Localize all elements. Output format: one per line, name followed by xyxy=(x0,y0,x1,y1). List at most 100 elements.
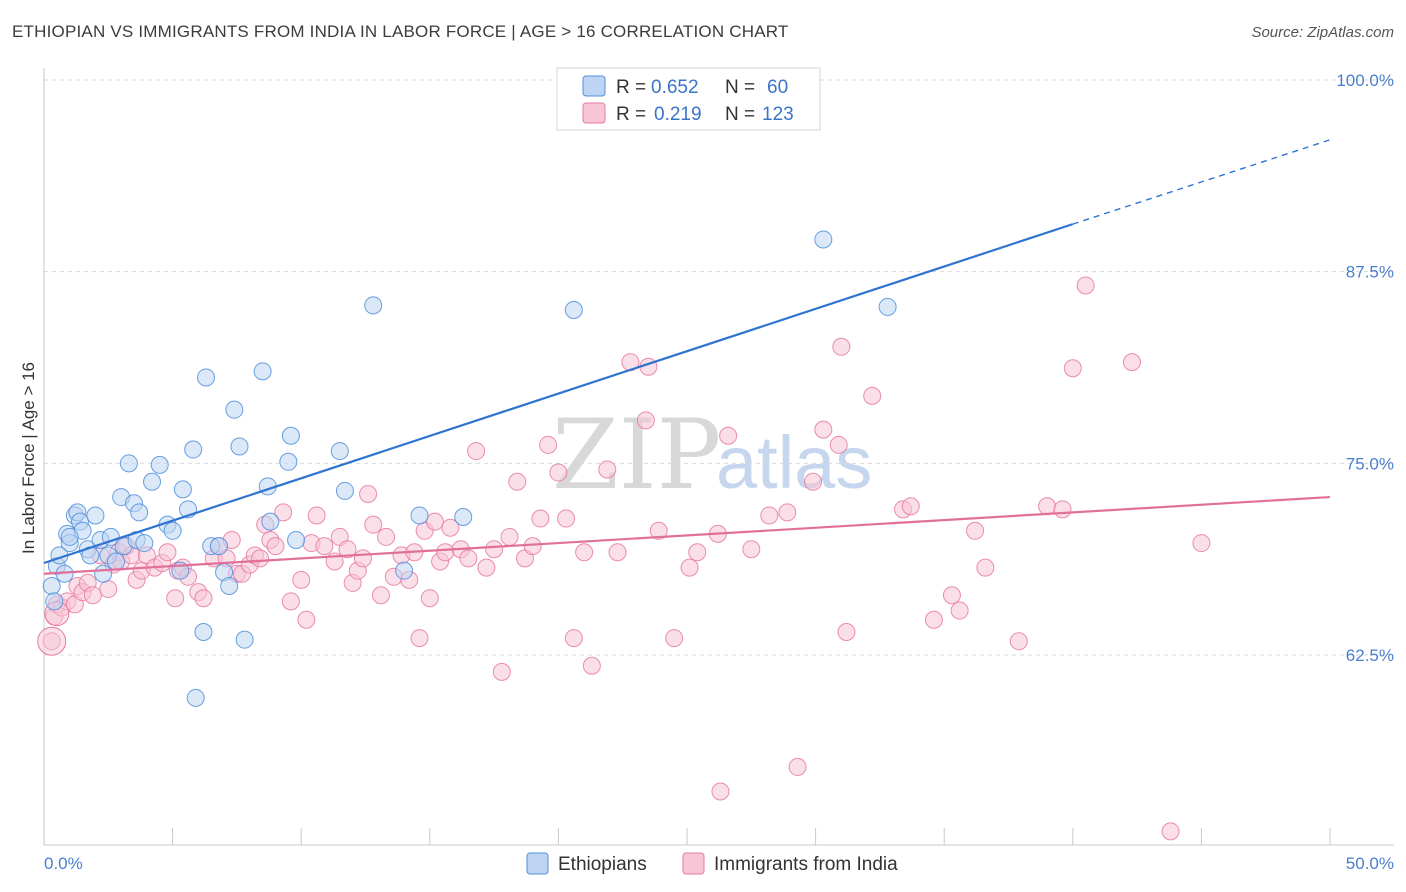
india-point xyxy=(1053,500,1072,519)
india-point xyxy=(1192,534,1211,553)
legend-r-value-1: 0.652 xyxy=(651,77,699,98)
legend-r-label-1: R = xyxy=(616,77,646,98)
india-point xyxy=(410,629,429,648)
ethiopian-point xyxy=(119,454,138,473)
ethiopian-point xyxy=(60,527,79,546)
bottom-legend: Ethiopians Immigrants from India xyxy=(526,852,898,875)
india-point xyxy=(281,592,300,611)
india-point xyxy=(459,549,478,568)
india-point xyxy=(523,537,542,556)
india-point xyxy=(814,420,833,439)
india-point xyxy=(251,549,270,568)
x-ticks xyxy=(43,828,1331,845)
ethiopian-point xyxy=(101,527,120,546)
india-point xyxy=(500,527,519,546)
india-point xyxy=(778,503,797,522)
y-tick-label: 87.5% xyxy=(1346,263,1394,282)
chart-title: ETHIOPIAN VS IMMIGRANTS FROM INDIA IN LA… xyxy=(12,22,789,41)
ethiopian-point xyxy=(814,230,833,249)
india-point xyxy=(1076,276,1095,295)
india-point xyxy=(359,485,378,503)
india-point xyxy=(950,601,969,620)
india-point xyxy=(377,527,396,546)
india-point xyxy=(564,629,583,648)
axes xyxy=(43,68,1394,846)
india-point xyxy=(829,435,848,454)
ethiopian-point xyxy=(184,440,203,459)
india-point xyxy=(760,506,779,525)
legend-swatch-ethiopians xyxy=(582,75,606,97)
india-point xyxy=(166,589,185,608)
ethiopian-point xyxy=(410,506,429,525)
india-point xyxy=(976,558,995,577)
india-point xyxy=(425,512,444,531)
ethiopians-trend-extension xyxy=(1072,139,1331,225)
ethiopian-point xyxy=(287,531,306,549)
trend-lines xyxy=(43,139,1331,575)
india-point xyxy=(307,506,326,525)
india-point xyxy=(1063,359,1082,378)
ethiopian-point xyxy=(281,426,300,445)
india-point xyxy=(832,337,851,356)
india-point xyxy=(742,540,761,559)
ethiopian-point xyxy=(94,564,113,583)
india-point xyxy=(420,589,439,608)
ethiopian-point xyxy=(150,455,169,474)
india-point xyxy=(575,543,594,562)
india-point xyxy=(649,521,668,540)
legend-r-label-2: R = xyxy=(616,104,646,125)
india-point xyxy=(942,586,961,605)
ethiopian-point xyxy=(209,537,228,556)
ethiopian-point xyxy=(186,688,205,707)
ethiopian-point xyxy=(143,472,162,491)
bottom-legend-label-ethiopians: Ethiopians xyxy=(558,854,647,875)
india-point xyxy=(492,662,511,681)
india-point xyxy=(315,537,334,556)
india-point xyxy=(1009,632,1028,651)
watermark-zip: ZIP xyxy=(552,399,721,511)
bottom-legend-swatch-india xyxy=(682,852,705,875)
legend: R = 0.652 N = 60 R = 0.219 N = 123 xyxy=(556,67,821,131)
india-point xyxy=(508,472,527,491)
ethiopian-point xyxy=(107,552,126,571)
ethiopian-point xyxy=(130,503,149,522)
ethiopian-point xyxy=(279,452,298,471)
ethiopian-point xyxy=(230,437,249,456)
india-point xyxy=(353,549,372,568)
india-point xyxy=(719,426,738,445)
india-point xyxy=(1038,497,1057,516)
india-point xyxy=(485,540,504,559)
india-point xyxy=(598,460,617,479)
y-tick-label: 100.0% xyxy=(1336,71,1394,90)
ethiopian-point xyxy=(878,297,897,316)
india-point xyxy=(966,521,985,540)
india-point xyxy=(371,586,390,605)
ethiopian-point xyxy=(454,508,473,526)
india-point xyxy=(863,386,882,405)
india-point xyxy=(436,543,455,562)
india-point xyxy=(557,509,576,528)
india-point xyxy=(531,509,550,528)
ethiopian-point xyxy=(45,592,64,611)
india-point xyxy=(83,586,102,605)
series-india-points xyxy=(37,276,1211,841)
india-point xyxy=(477,558,496,577)
ethiopian-point xyxy=(42,577,61,595)
y-tick-label: 62.5% xyxy=(1346,646,1394,665)
india-trend-line xyxy=(43,495,1331,575)
legend-n-label-1: N = xyxy=(725,77,755,98)
ethiopian-point xyxy=(261,512,280,531)
india-point xyxy=(549,463,568,482)
x-tick-label-max: 50.0% xyxy=(1346,854,1394,873)
india-point xyxy=(608,543,627,562)
india-point xyxy=(804,472,823,491)
ethiopian-point xyxy=(330,442,349,461)
ethiopians-trend-line xyxy=(43,223,1074,565)
india-point xyxy=(582,656,601,675)
ethiopian-point xyxy=(253,362,272,381)
india-point xyxy=(636,411,655,430)
india-point xyxy=(266,537,285,556)
india-point xyxy=(924,610,943,629)
india-point xyxy=(194,589,213,608)
